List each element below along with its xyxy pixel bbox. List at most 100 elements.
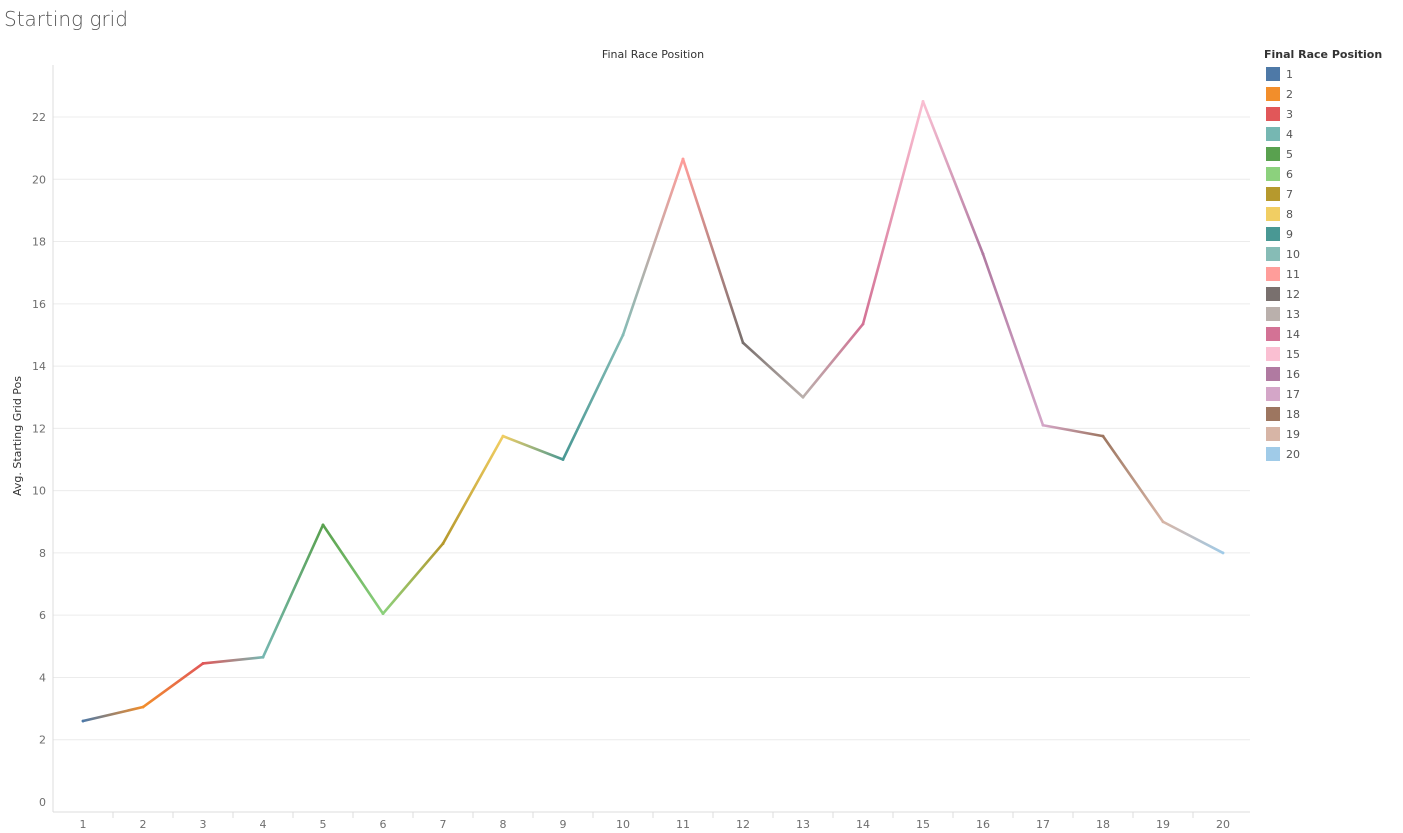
y-tick-label: 0	[39, 796, 46, 809]
legend-swatch	[1266, 427, 1280, 441]
legend-item-13[interactable]: 13	[1264, 304, 1399, 324]
legend-swatch	[1266, 247, 1280, 261]
legend-swatch	[1266, 287, 1280, 301]
legend-item-19[interactable]: 19	[1264, 424, 1399, 444]
data-point-20[interactable]	[1221, 551, 1225, 555]
line-segment-19-20	[1161, 520, 1225, 555]
line-segment-1-2	[81, 705, 145, 723]
legend-label: 18	[1286, 407, 1300, 421]
y-tick-label: 14	[32, 360, 46, 373]
legend-swatch	[1266, 127, 1280, 141]
data-point-12[interactable]	[741, 341, 745, 345]
y-tick-label: 8	[39, 547, 46, 560]
legend-label: 6	[1286, 167, 1293, 181]
legend-label: 13	[1286, 307, 1300, 321]
legend-item-7[interactable]: 7	[1264, 184, 1399, 204]
legend-label: 17	[1286, 387, 1300, 401]
data-point-11[interactable]	[681, 157, 685, 161]
data-point-17[interactable]	[1041, 423, 1045, 427]
x-tick-label: 11	[676, 818, 690, 831]
legend: Final Race Position 1 2 3 4 5 6 7 8 9 10 11 12 13 14 1…	[1264, 46, 1399, 464]
legend-item-6[interactable]: 6	[1264, 164, 1399, 184]
data-point-13[interactable]	[801, 395, 805, 399]
legend-swatch	[1266, 367, 1280, 381]
legend-label: 3	[1286, 107, 1293, 121]
legend-swatch	[1266, 387, 1280, 401]
legend-item-8[interactable]: 8	[1264, 204, 1399, 224]
x-tick-label: 15	[916, 818, 930, 831]
data-point-14[interactable]	[861, 322, 865, 326]
line-segment-18-19	[1101, 434, 1165, 524]
legend-item-5[interactable]: 5	[1264, 144, 1399, 164]
y-tick-label: 18	[32, 236, 46, 249]
x-tick-label: 4	[260, 818, 267, 831]
x-tick-label: 14	[856, 818, 870, 831]
legend-item-20[interactable]: 20	[1264, 444, 1399, 464]
data-point-1[interactable]	[81, 719, 85, 723]
legend-swatch	[1266, 447, 1280, 461]
data-point-2[interactable]	[141, 705, 145, 709]
data-point-6[interactable]	[381, 612, 385, 616]
legend-swatch	[1266, 307, 1280, 321]
legend-swatch	[1266, 227, 1280, 241]
data-point-15[interactable]	[921, 100, 925, 103]
y-tick-label: 6	[39, 609, 46, 622]
y-ticks: 0 2 4 6 8 10 12 14 16 18 20 22	[32, 111, 46, 809]
legend-swatch	[1266, 67, 1280, 81]
x-tick-label: 13	[796, 818, 810, 831]
legend-item-1[interactable]: 1	[1264, 64, 1399, 84]
legend-label: 12	[1286, 287, 1300, 301]
legend-swatch	[1266, 107, 1280, 121]
data-point-8[interactable]	[501, 434, 505, 438]
legend-item-4[interactable]: 4	[1264, 124, 1399, 144]
legend-label: 1	[1286, 67, 1293, 81]
x-tick-label: 20	[1216, 818, 1230, 831]
line-segment-17-18	[1041, 423, 1105, 438]
x-ticks: 1 2 3 4 5 6 7 8 9 10 11 12 13 14 15 16 17 18 19 20	[80, 812, 1230, 831]
data-point-5[interactable]	[321, 523, 325, 527]
data-point-4[interactable]	[261, 655, 265, 659]
data-point-3[interactable]	[201, 662, 205, 665]
data-point-19[interactable]	[1161, 520, 1165, 524]
line-segment-3-4	[201, 655, 265, 665]
line-segment-6-7	[381, 542, 445, 615]
legend-label: 9	[1286, 227, 1293, 241]
legend-item-2[interactable]: 2	[1264, 84, 1399, 104]
legend-swatch	[1266, 187, 1280, 201]
legend-label: 4	[1286, 127, 1293, 141]
legend-label: 14	[1286, 327, 1300, 341]
legend-item-18[interactable]: 18	[1264, 404, 1399, 424]
data-point-7[interactable]	[441, 542, 445, 545]
legend-swatch	[1266, 207, 1280, 221]
legend-item-16[interactable]: 16	[1264, 364, 1399, 384]
legend-item-11[interactable]: 11	[1264, 264, 1399, 284]
legend-item-15[interactable]: 15	[1264, 344, 1399, 364]
y-tick-label: 20	[32, 173, 46, 186]
line-chart: Final Race Position Avg. Starting Grid P…	[11, 48, 1250, 831]
line-segment-7-8	[441, 434, 505, 545]
x-tick-label: 6	[380, 818, 387, 831]
legend-swatch	[1266, 147, 1280, 161]
x-tick-label: 7	[440, 818, 447, 831]
line-segment-2-3	[141, 662, 205, 709]
y-tick-label: 12	[32, 422, 46, 435]
legend-item-14[interactable]: 14	[1264, 324, 1399, 344]
legend-swatch	[1266, 347, 1280, 361]
legend-label: 8	[1286, 207, 1293, 221]
legend-label: 2	[1286, 87, 1293, 101]
legend-item-9[interactable]: 9	[1264, 224, 1399, 244]
legend-item-12[interactable]: 12	[1264, 284, 1399, 304]
data-point-16[interactable]	[981, 252, 985, 256]
legend-item-17[interactable]: 17	[1264, 384, 1399, 404]
data-point-10[interactable]	[621, 333, 625, 337]
x-tick-label: 2	[140, 818, 147, 831]
x-tick-label: 19	[1156, 818, 1170, 831]
legend-label: 16	[1286, 367, 1300, 381]
data-point-18[interactable]	[1101, 434, 1105, 438]
data-point-9[interactable]	[561, 458, 565, 461]
legend-item-10[interactable]: 10	[1264, 244, 1399, 264]
line-segment-9-10	[561, 333, 625, 461]
legend-item-3[interactable]: 3	[1264, 104, 1399, 124]
series-line	[81, 100, 1225, 723]
legend-label: 5	[1286, 147, 1293, 161]
